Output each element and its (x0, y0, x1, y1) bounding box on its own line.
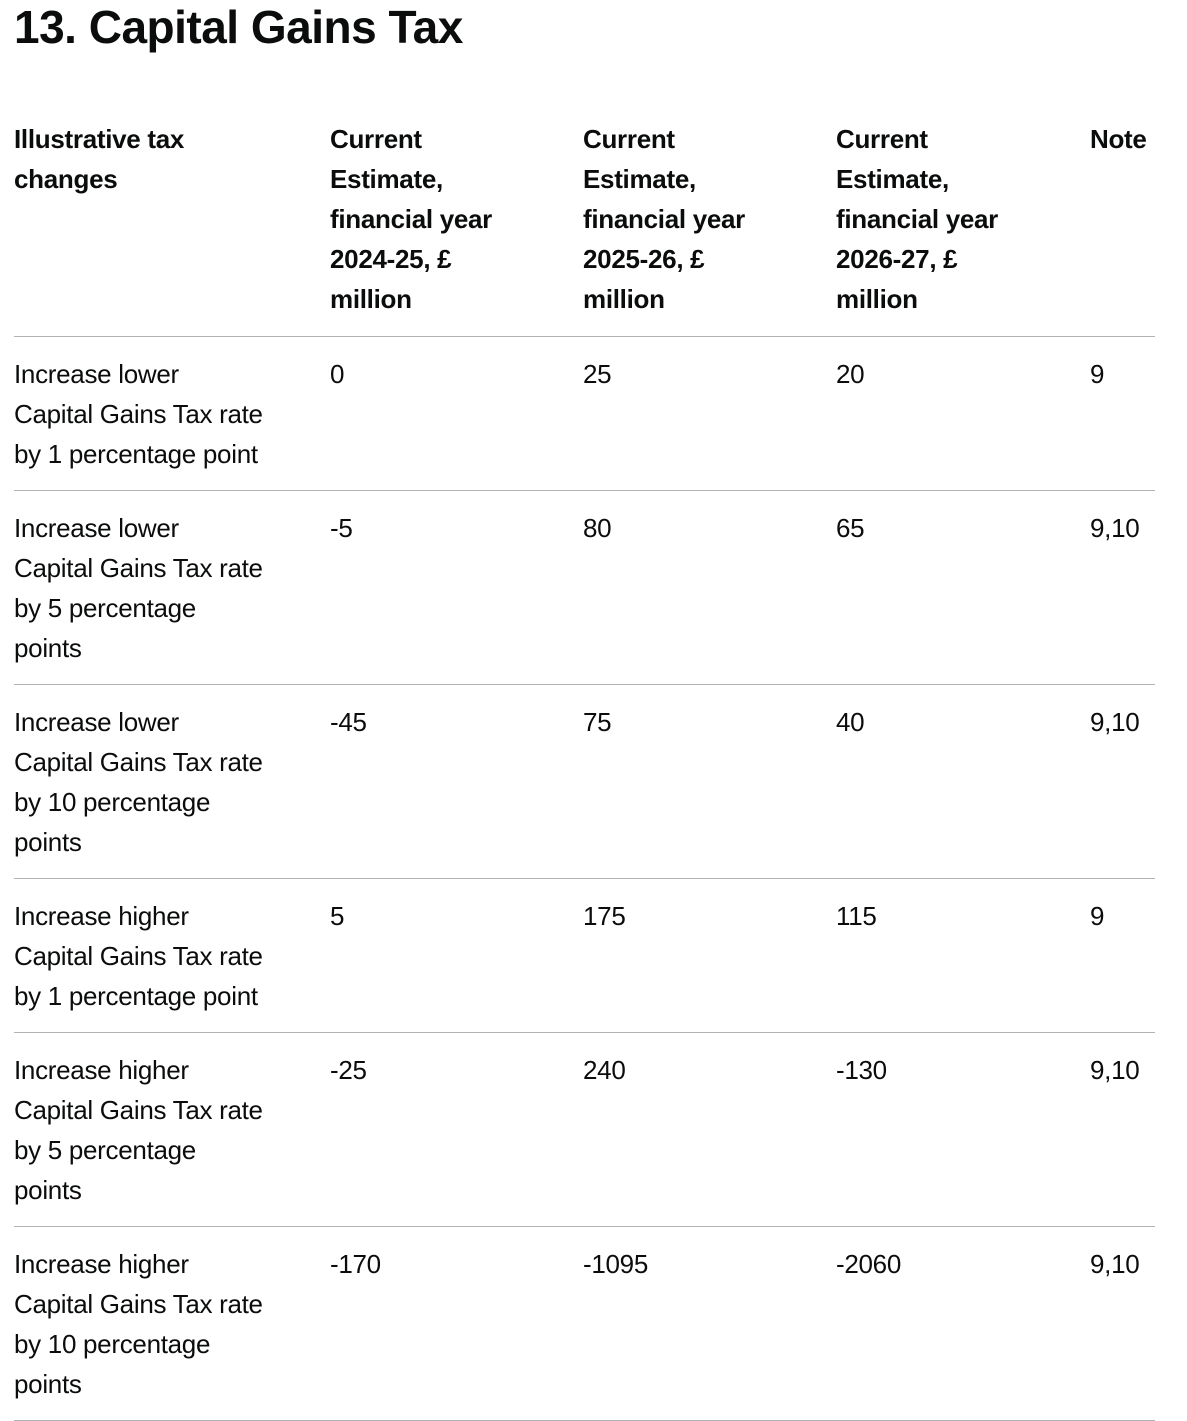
row-label-cell: Increase lower Capital Gains Tax rate by… (14, 336, 330, 491)
table-row: Increase higher Capital Gains Tax rate b… (14, 878, 1155, 1033)
estimate-2024-25-cell: -25 (330, 1032, 583, 1227)
table-row: Increase higher Capital Gains Tax rate b… (14, 1226, 1155, 1421)
estimate-2026-27-cell: 65 (836, 490, 1090, 685)
estimate-2024-25-cell: -5 (330, 490, 583, 685)
row-label-cell: Increase higher Capital Gains Tax rate b… (14, 878, 330, 1033)
note-cell: 9 (1090, 878, 1155, 1033)
capital-gains-tax-table: Illustrative tax changes Current Estimat… (14, 118, 1155, 1421)
estimate-2026-27-cell: 20 (836, 336, 1090, 491)
table-row: Increase lower Capital Gains Tax rate by… (14, 684, 1155, 879)
estimate-2025-26-cell: -1095 (583, 1226, 836, 1421)
row-label-cell: Increase higher Capital Gains Tax rate b… (14, 1226, 330, 1421)
estimate-2026-27-cell: 40 (836, 684, 1090, 879)
row-label-cell: Increase lower Capital Gains Tax rate by… (14, 490, 330, 685)
page-title: 13. Capital Gains Tax (14, 1, 463, 53)
estimate-2024-25-cell: -170 (330, 1226, 583, 1421)
column-header-estimate-2024-25: Current Estimate, financial year 2024-25… (330, 118, 583, 337)
estimate-2025-26-cell: 175 (583, 878, 836, 1033)
note-cell: 9,10 (1090, 490, 1155, 685)
table-row: Increase lower Capital Gains Tax rate by… (14, 336, 1155, 491)
note-cell: 9,10 (1090, 684, 1155, 879)
note-cell: 9,10 (1090, 1226, 1155, 1421)
estimate-2026-27-cell: 115 (836, 878, 1090, 1033)
row-label-cell: Increase lower Capital Gains Tax rate by… (14, 684, 330, 879)
estimate-2024-25-cell: -45 (330, 684, 583, 879)
estimate-2025-26-cell: 75 (583, 684, 836, 879)
estimate-2025-26-cell: 80 (583, 490, 836, 685)
estimate-2026-27-cell: -130 (836, 1032, 1090, 1227)
estimate-2026-27-cell: -2060 (836, 1226, 1090, 1421)
estimate-2025-26-cell: 25 (583, 336, 836, 491)
table-header-row: Illustrative tax changes Current Estimat… (14, 118, 1155, 337)
row-label-cell: Increase higher Capital Gains Tax rate b… (14, 1032, 330, 1227)
estimate-2024-25-cell: 5 (330, 878, 583, 1033)
column-header-estimate-2026-27: Current Estimate, financial year 2026-27… (836, 118, 1090, 337)
column-header-illustrative-tax-changes: Illustrative tax changes (14, 118, 330, 337)
note-cell: 9,10 (1090, 1032, 1155, 1227)
column-header-estimate-2025-26: Current Estimate, financial year 2025-26… (583, 118, 836, 337)
note-cell: 9 (1090, 336, 1155, 491)
column-header-note: Note (1090, 118, 1155, 337)
estimate-2024-25-cell: 0 (330, 336, 583, 491)
table-row: Increase higher Capital Gains Tax rate b… (14, 1032, 1155, 1227)
estimate-2025-26-cell: 240 (583, 1032, 836, 1227)
table-row: Increase lower Capital Gains Tax rate by… (14, 490, 1155, 685)
